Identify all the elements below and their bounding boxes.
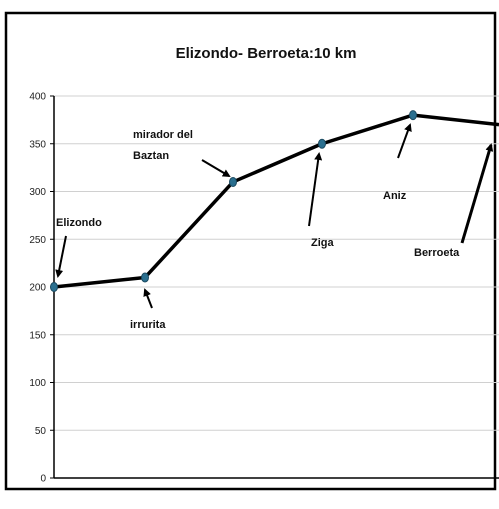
annotation-arrow	[460, 143, 494, 244]
annotation-arrow	[308, 152, 323, 227]
chart-title: Elizondo- Berroeta:10 km	[176, 45, 357, 62]
annotation-label: Aniz	[383, 190, 407, 202]
annotation-arrow	[55, 235, 67, 278]
y-tick-label: 200	[29, 283, 46, 294]
annotation-arrow	[143, 288, 153, 309]
annotation-arrow	[397, 123, 412, 159]
y-tick-label: 250	[29, 235, 46, 246]
chart-border	[4, 11, 497, 491]
annotation-label: Elizondo	[56, 217, 102, 229]
y-tick-label: 100	[29, 378, 46, 389]
gridlines	[50, 95, 499, 479]
y-tick-label: 300	[29, 187, 46, 198]
data-point	[409, 110, 417, 121]
data-point	[50, 282, 58, 292]
data-point	[229, 176, 237, 187]
y-tick-label: 150	[29, 330, 46, 341]
y-tick-label: 50	[35, 426, 47, 437]
annotation-label: Ziga	[311, 237, 334, 249]
annotation-arrow	[201, 159, 231, 178]
y-tick-label: 400	[29, 92, 46, 103]
series-line-group	[53, 113, 499, 289]
annotation-label: irrurita	[130, 319, 166, 331]
data-points	[50, 110, 417, 292]
annotation-label: mirador del	[133, 129, 193, 141]
data-point	[318, 138, 326, 149]
annotations: Elizondo irrurita mirador del Baztan Ziga Ani…	[55, 123, 494, 331]
y-tick-label: 0	[40, 474, 46, 485]
y-tick-label: 350	[29, 139, 46, 150]
series-line	[53, 113, 499, 289]
data-point	[141, 272, 149, 283]
annotation-label-line2: Baztan	[133, 150, 169, 162]
annotation-label: Berroeta	[414, 247, 460, 259]
y-axis-ticks: 0 50 100 150 200 250 300 350 400	[29, 92, 46, 485]
